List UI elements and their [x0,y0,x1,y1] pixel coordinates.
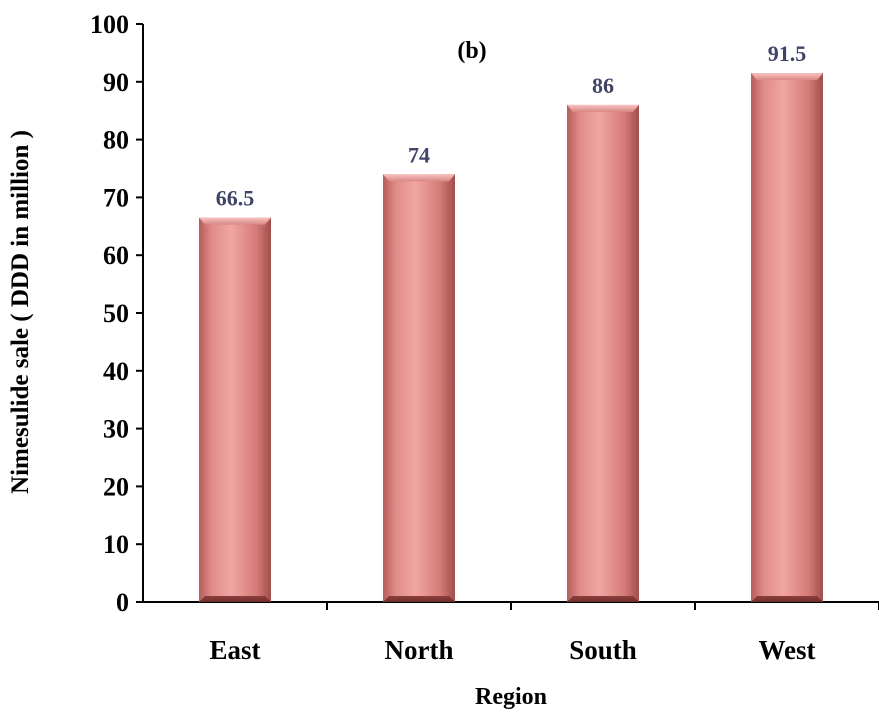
y-tick-label: 80 [103,126,129,155]
y-axis-label: Nimesulide sale ( DDD in million ) [7,130,34,494]
chart-annotation: (b) [457,38,486,64]
y-axis: 0 10 20 30 40 50 60 70 80 90 100 [90,10,144,617]
bar-south [567,104,639,603]
y-tick-label: 90 [103,68,129,97]
bar-cap [383,174,455,182]
x-tick-label: East [209,635,260,665]
bar-cap [751,73,823,81]
bar-east [199,217,271,602]
data-label: 66.5 [216,186,255,211]
y-tick-label: 100 [90,10,129,39]
y-tick-label: 30 [103,415,129,444]
y-tick-label: 0 [116,588,129,617]
bars [199,73,823,603]
y-tick-label: 40 [103,357,129,386]
bar-base [383,596,455,602]
y-tick-label: 60 [103,241,129,270]
data-label: 74 [408,142,430,167]
data-labels: 66.5 74 86 91.5 [216,41,807,211]
bar-cap [567,104,639,112]
bar-north [383,174,455,602]
bar-west [751,73,823,602]
x-axis-label: Region [475,684,547,710]
y-tick-label: 70 [103,183,129,212]
bar-base [199,596,271,602]
x-tick-label: North [385,635,454,665]
x-tick-label: South [569,635,637,665]
bar-base [567,596,639,602]
y-tick-label: 50 [103,299,129,328]
y-tick-label: 10 [103,530,129,559]
bar-base [751,596,823,602]
x-tick-label: West [759,635,816,665]
data-label: 86 [592,73,614,98]
data-label: 91.5 [768,41,807,66]
x-axis: East North South West [143,601,879,665]
y-tick-label: 20 [103,472,129,501]
bar-cap [199,217,271,225]
